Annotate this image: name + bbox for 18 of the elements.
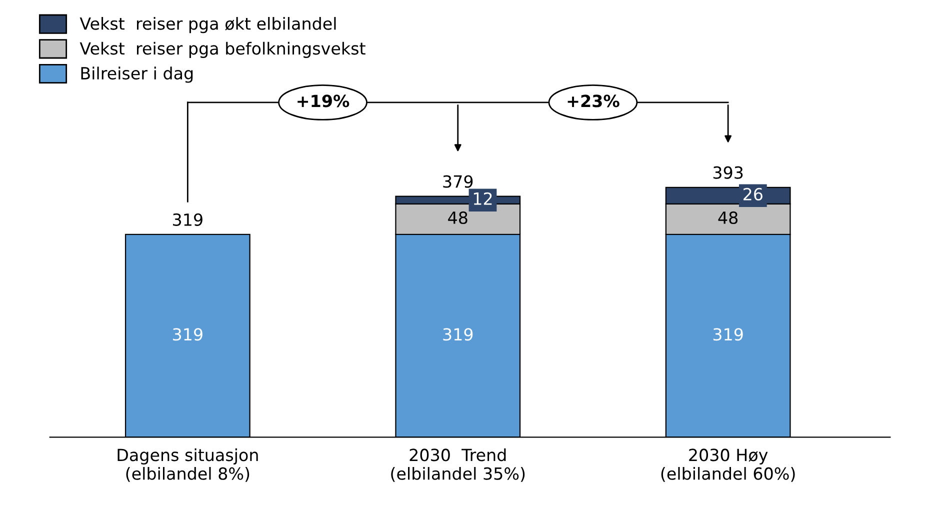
legend-label: Vekst reiser pga økt elbilandel [80,17,336,34]
total-label: 393 [713,166,743,179]
text: +19% [298,94,350,108]
data-label: 48 [448,211,468,224]
legend-label: Bilreiser i dag [81,66,193,83]
data-label: 12 [474,192,492,205]
data-label: 26 [744,188,762,200]
text: +23% [568,94,620,108]
data-label: 319 [443,328,473,341]
x-tick-label: 2030 Høy (elbilandel 60%) [661,448,795,482]
data-label: 319 [713,328,743,341]
total-label: 379 [443,175,473,188]
x-tick-label: 2030 Trend (elbilandel 35%) [391,448,525,482]
legend-label: Vekst reiser pga befolkningsvekst [80,42,366,58]
x-tick-label: Dagens situasjon (elbilandel 8%) [118,448,258,482]
data-label: 48 [718,211,738,224]
data-label: 319 [173,328,202,341]
total-label: 319 [173,213,202,226]
